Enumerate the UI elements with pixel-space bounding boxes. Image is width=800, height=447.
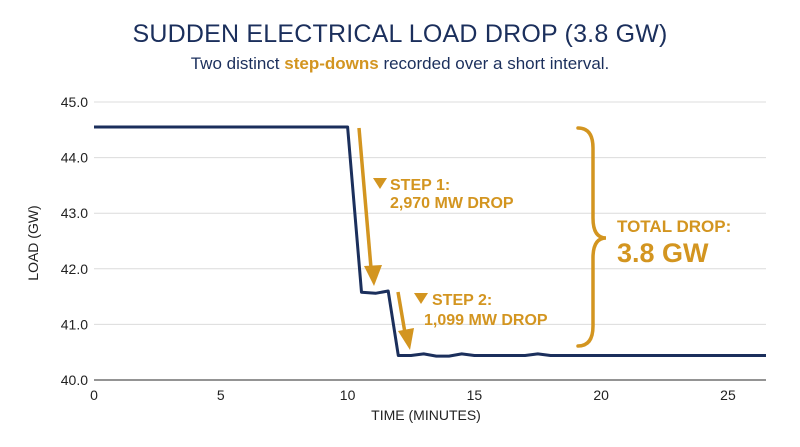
total-drop-label: TOTAL DROP: (617, 217, 731, 236)
step2-label: STEP 2: (432, 292, 492, 309)
step2-arrowhead (398, 328, 414, 350)
x-tick-label: 0 (90, 387, 98, 403)
total-drop-brace (576, 126, 607, 348)
step1-label: STEP 1: (390, 177, 450, 194)
y-tick-label: 41.0 (61, 316, 88, 332)
annotations: STEP 1: 2,970 MW DROP STEP 2: 1,099 MW D… (357, 126, 731, 350)
chart-title: SUDDEN ELECTRICAL LOAD DROP (3.8 GW) (132, 20, 668, 48)
load-series-line (94, 125, 766, 358)
step1-arrowhead (364, 265, 382, 286)
x-tick-label: 5 (217, 387, 225, 403)
step2-triangle-icon (414, 293, 428, 304)
y-tick-label: 45.0 (61, 94, 88, 110)
tick-labels: 40.0 41.0 42.0 43.0 44.0 45.0 0 5 10 15 20 25 (61, 94, 736, 403)
y-tick-label: 43.0 (61, 205, 88, 221)
subtitle-text-after: recorded over a short interval. (378, 54, 610, 73)
step2-arrow (396, 291, 407, 334)
y-axis-label: LOAD (GW) (25, 205, 41, 280)
y-tick-label: 44.0 (61, 150, 88, 166)
step1-drop-value: 2,970 MW DROP (390, 195, 514, 212)
x-tick-label: 15 (467, 387, 483, 403)
step1-arrow (357, 127, 373, 269)
step1-triangle-icon (373, 178, 387, 189)
x-tick-label: 20 (593, 387, 609, 403)
subtitle-text-before: Two distinct (190, 54, 285, 73)
y-tick-label: 42.0 (61, 261, 88, 277)
x-tick-label: 10 (340, 387, 356, 403)
gridlines (94, 101, 766, 381)
chart-subtitle: Two distinct step-downs recorded over a … (0, 54, 800, 74)
total-drop-value: 3.8 GW (617, 238, 709, 268)
step2-drop-value: 1,099 MW DROP (424, 312, 548, 329)
y-tick-label: 40.0 (61, 372, 88, 388)
x-axis-label: TIME (MINUTES) (371, 407, 481, 423)
x-tick-label: 25 (720, 387, 736, 403)
subtitle-highlight: step-downs (284, 54, 379, 73)
